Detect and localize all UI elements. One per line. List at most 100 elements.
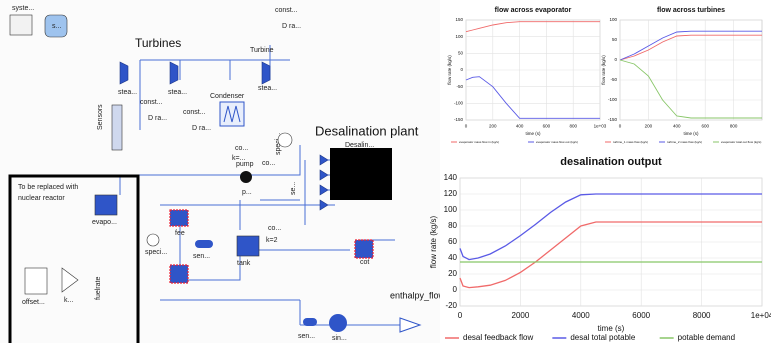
y-tick-label: -20 (445, 301, 457, 310)
feed-icon (170, 210, 188, 226)
label: cot (360, 259, 369, 266)
label: tank (237, 260, 251, 267)
legend-label: turbine_2 mass flow (kg/s) (667, 140, 702, 144)
sensor-stack (112, 105, 122, 150)
label: enthalpy_flow (390, 290, 446, 300)
x-tick-label: 6000 (632, 311, 650, 320)
label: syste... (12, 5, 34, 12)
y-tick-label: 140 (444, 173, 458, 182)
label: s... (52, 23, 61, 30)
legend-label: desal feedback flow (463, 333, 533, 342)
legend-label: evaporator total out flow (kg/s) (721, 140, 761, 144)
label: se... (290, 182, 297, 195)
y-tick-label: 50 (612, 37, 618, 42)
x-tick-label: 8000 (693, 311, 711, 320)
label: stea... (168, 89, 187, 96)
legend-label: potable demand (678, 333, 735, 342)
label: Turbine (250, 47, 274, 54)
y-axis-label: flow rate (kg/s) (447, 55, 452, 85)
y-axis-label: flow rate (kg/s) (429, 215, 438, 268)
y-tick-label: 0 (453, 285, 458, 294)
chart-title: flow across evaporator (495, 7, 572, 14)
label: sen... (193, 253, 210, 260)
system-icon (10, 15, 32, 35)
label: sen... (298, 333, 315, 340)
turbine-icon (262, 62, 270, 84)
y-tick-label: -100 (454, 101, 464, 106)
y-tick-label: -100 (608, 97, 618, 102)
x-axis-label: time (s) (598, 324, 625, 333)
y-tick-label: 80 (448, 221, 457, 230)
pump-icon (240, 171, 252, 183)
label: D ra... (192, 125, 211, 132)
label: co... (235, 145, 248, 152)
label: co... (262, 160, 275, 167)
y-tick-label: 40 (448, 253, 457, 262)
gauge-icon (147, 234, 159, 246)
y-tick-label: 150 (455, 17, 463, 22)
cot-icon (355, 240, 373, 258)
cot-icon (170, 265, 188, 283)
label: D ra... (282, 23, 301, 30)
legend-label: desal total potable (570, 333, 635, 342)
y-tick-label: 100 (444, 205, 458, 214)
x-tick-label: 4000 (572, 311, 590, 320)
label: p... (242, 189, 252, 196)
label: stea... (118, 89, 137, 96)
label: k... (64, 297, 73, 304)
section-title: Turbines (135, 36, 181, 50)
tank-icon (237, 236, 259, 256)
label: fee (175, 230, 185, 237)
chart-title: desalination output (560, 156, 662, 168)
label: Sensors (97, 104, 104, 130)
y-axis-label: flow rate (kg/s) (601, 55, 606, 85)
note: To be replaced with (18, 184, 78, 191)
label: speci... (145, 249, 167, 256)
label: Desalin... (345, 142, 374, 149)
label: offset... (22, 299, 45, 306)
x-tick-label: 400 (673, 124, 681, 129)
y-tick-label: -150 (608, 117, 618, 122)
label: fuelrate (95, 277, 102, 300)
label: evapo... (92, 219, 117, 226)
section-title: Desalination plant (315, 123, 419, 138)
legend-label: evaporator mass flow out (kg/s) (536, 140, 578, 144)
label: const... (183, 109, 206, 116)
page: syste... s... Turbines const... D ra... … (0, 0, 771, 343)
x-axis-label: time (s) (526, 131, 542, 136)
note: nuclear reactor (18, 195, 65, 202)
label: stea... (258, 85, 277, 92)
turbine-icon (170, 62, 178, 84)
label: sin... (332, 335, 347, 342)
sink-icon (329, 314, 347, 332)
x-tick-label: 1e+04 (751, 311, 771, 320)
x-tick-label: 200 (489, 124, 497, 129)
legend-label: evaporator mass flow in (kg/s) (459, 140, 499, 144)
sensor-icon (195, 240, 213, 248)
label: const... (275, 7, 298, 14)
x-tick-label: 600 (543, 124, 551, 129)
evaporator-icon (95, 195, 117, 215)
desalination-block (330, 148, 392, 200)
x-tick-label: 2000 (512, 311, 530, 320)
label: const... (140, 99, 163, 106)
gauge-icon (278, 133, 292, 147)
y-tick-label: -50 (610, 77, 617, 82)
turbine-icon (120, 62, 128, 84)
x-axis-label: time (s) (684, 131, 700, 136)
y-tick-label: 50 (458, 51, 464, 56)
y-tick-label: -150 (454, 117, 464, 122)
x-tick-label: 200 (645, 124, 653, 129)
model-diagram: syste... s... Turbines const... D ra... … (0, 0, 446, 343)
label: co... (268, 225, 281, 232)
chart-title: flow across turbines (657, 7, 725, 14)
condenser-icon (220, 102, 244, 126)
y-tick-label: 20 (448, 269, 457, 278)
x-tick-label: 800 (730, 124, 738, 129)
x-tick-label: 0 (458, 311, 463, 320)
screenshot: syste... s... Turbines const... D ra... … (0, 0, 771, 343)
sensor-icon (303, 318, 317, 326)
y-tick-label: 60 (448, 237, 457, 246)
offset-icon (25, 268, 47, 294)
label: Condenser (210, 93, 245, 100)
